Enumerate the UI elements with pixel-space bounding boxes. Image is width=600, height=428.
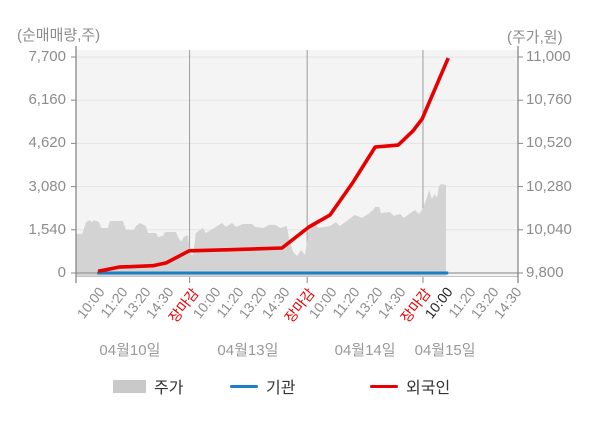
legend-label-price: 주가 <box>154 380 184 397</box>
legend-item-foreigner: 외국인 <box>370 374 450 398</box>
legend: 주가 기관 외국인 <box>0 374 600 398</box>
foreigner-line <box>97 57 450 274</box>
price-area-swatch <box>113 379 146 393</box>
legend-label-foreigner: 외국인 <box>406 380 451 397</box>
left-axis-title: (순매매량,주) <box>17 27 101 44</box>
legend-label-institution: 기관 <box>266 380 296 397</box>
legend-item-price: 주가 <box>113 374 183 398</box>
legend-item-institution: 기관 <box>230 374 295 398</box>
price-area <box>76 184 446 276</box>
foreigner-line-swatch <box>370 384 398 388</box>
right-axis-title: (주가,원) <box>507 29 563 46</box>
institution-line-swatch <box>230 384 258 388</box>
